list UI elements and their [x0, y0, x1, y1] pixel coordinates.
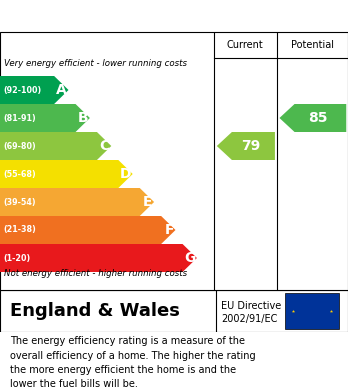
Text: (81-91): (81-91)	[3, 113, 36, 122]
Text: Very energy efficient - lower running costs: Very energy efficient - lower running co…	[4, 59, 187, 68]
Text: E: E	[143, 195, 152, 209]
Text: 2002/91/EC: 2002/91/EC	[221, 314, 277, 325]
Polygon shape	[217, 132, 275, 160]
Polygon shape	[0, 132, 111, 160]
Text: B: B	[78, 111, 88, 125]
Text: EU Directive: EU Directive	[221, 301, 281, 311]
Text: (1-20): (1-20)	[3, 253, 31, 262]
Text: 85: 85	[308, 111, 327, 125]
Text: 79: 79	[241, 139, 260, 153]
Text: (39-54): (39-54)	[3, 197, 36, 206]
Text: Current: Current	[227, 40, 264, 50]
Polygon shape	[0, 76, 69, 104]
Bar	[285, 293, 339, 329]
Text: G: G	[184, 251, 195, 265]
Text: The energy efficiency rating is a measure of the
overall efficiency of a home. T: The energy efficiency rating is a measur…	[10, 336, 256, 389]
Text: D: D	[119, 167, 131, 181]
Text: (69-80): (69-80)	[3, 142, 36, 151]
Text: A: A	[56, 83, 67, 97]
Polygon shape	[279, 104, 346, 132]
Polygon shape	[0, 160, 133, 188]
Polygon shape	[0, 188, 154, 216]
Text: C: C	[99, 139, 110, 153]
Text: Not energy efficient - higher running costs: Not energy efficient - higher running co…	[4, 269, 187, 278]
Text: (21-38): (21-38)	[3, 226, 36, 235]
Text: England & Wales: England & Wales	[10, 302, 180, 320]
Text: (92-100): (92-100)	[3, 86, 42, 95]
Polygon shape	[0, 216, 175, 244]
Text: (55-68): (55-68)	[3, 170, 36, 179]
Polygon shape	[0, 244, 197, 272]
Text: F: F	[164, 223, 174, 237]
Polygon shape	[0, 104, 90, 132]
Text: Energy Efficiency Rating: Energy Efficiency Rating	[63, 9, 285, 23]
Text: Potential: Potential	[291, 40, 334, 50]
